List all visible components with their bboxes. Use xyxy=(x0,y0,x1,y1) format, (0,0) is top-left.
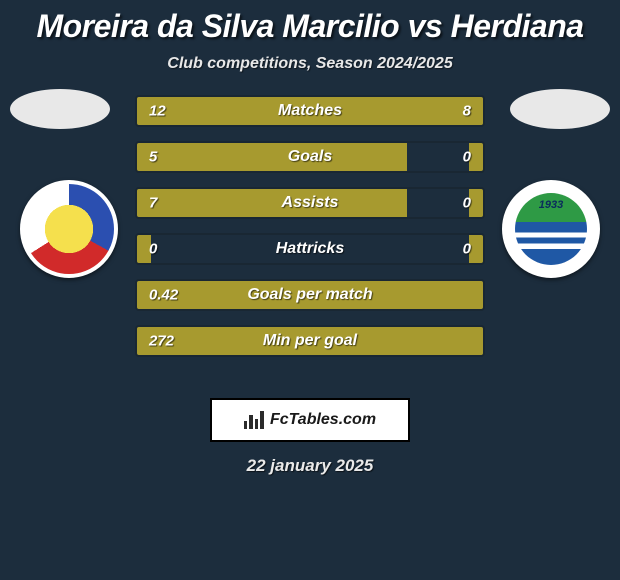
club-logo-right-year: 1933 xyxy=(515,199,587,211)
stat-label: Goals per match xyxy=(137,286,483,304)
stat-row: 00Hattricks xyxy=(135,233,485,265)
club-logo-left xyxy=(20,180,118,278)
stat-label: Assists xyxy=(137,194,483,212)
brand-badge: FcTables.com xyxy=(210,398,410,442)
footer-date: 22 january 2025 xyxy=(0,456,620,476)
stat-label: Matches xyxy=(137,102,483,120)
stat-row: 50Goals xyxy=(135,141,485,173)
club-logo-right: 1933 xyxy=(502,180,600,278)
stat-row: 70Assists xyxy=(135,187,485,219)
stat-label: Min per goal xyxy=(137,332,483,350)
brand-chart-icon xyxy=(244,411,264,429)
stat-label: Hattricks xyxy=(137,240,483,258)
comparison-panel: 1933 128Matches 50Goals 70Assists 00Hattric… xyxy=(0,95,620,395)
stat-row: 128Matches xyxy=(135,95,485,127)
player-photo-left xyxy=(10,89,110,129)
player-photo-right xyxy=(510,89,610,129)
stat-row: 0.42Goals per match xyxy=(135,279,485,311)
stat-bars: 128Matches 50Goals 70Assists 00Hattricks 0.4… xyxy=(135,95,485,371)
stat-row: 272Min per goal xyxy=(135,325,485,357)
page-title: Moreira da Silva Marcilio vs Herdiana xyxy=(0,0,620,45)
stat-label: Goals xyxy=(137,148,483,166)
subtitle: Club competitions, Season 2024/2025 xyxy=(0,55,620,73)
brand-text: FcTables.com xyxy=(270,411,376,429)
